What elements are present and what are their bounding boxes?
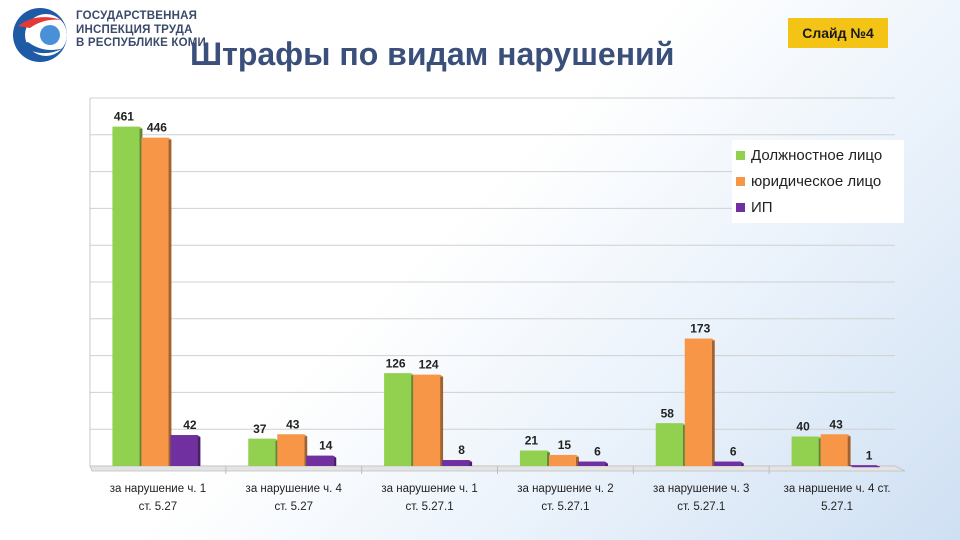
page-title: Штрафы по видам нарушений bbox=[190, 36, 675, 72]
bar bbox=[170, 435, 198, 466]
bar bbox=[248, 438, 276, 466]
bar-side bbox=[440, 374, 444, 466]
legend-label: юридическое лицо bbox=[751, 172, 882, 190]
category-label: 5.27.1 bbox=[821, 501, 853, 513]
category-label: ст. 5.27.1 bbox=[541, 501, 589, 513]
data-label: 6 bbox=[594, 445, 601, 459]
data-label: 43 bbox=[286, 417, 300, 431]
legend-swatch bbox=[736, 202, 745, 212]
bar-side bbox=[197, 435, 201, 466]
bar bbox=[548, 454, 576, 466]
logo bbox=[10, 4, 210, 64]
data-label: 21 bbox=[525, 434, 539, 448]
category-label: ст. 5.27.1 bbox=[677, 501, 725, 513]
category-label: за нарушение ч. 3 bbox=[653, 483, 749, 495]
data-label: 124 bbox=[419, 358, 439, 372]
data-label: 14 bbox=[319, 439, 333, 453]
bar bbox=[306, 455, 334, 466]
category-label: ст. 5.27 bbox=[274, 501, 313, 513]
category-label: за нарушение ч. 1 bbox=[381, 483, 477, 495]
legend-swatch bbox=[736, 151, 745, 161]
bar bbox=[684, 338, 712, 466]
data-label: 446 bbox=[147, 121, 167, 135]
bar bbox=[655, 423, 683, 466]
category-label: за нарушение ч. 1 bbox=[110, 483, 206, 495]
data-label: 42 bbox=[183, 418, 197, 432]
data-label: 37 bbox=[253, 422, 267, 436]
bar bbox=[413, 374, 441, 466]
data-label: 126 bbox=[386, 356, 406, 370]
legend-item: ИП bbox=[736, 199, 900, 216]
bar bbox=[577, 461, 605, 466]
bar-side bbox=[711, 338, 715, 466]
category-label: за наршение ч. 4 ст. bbox=[784, 483, 891, 495]
bar bbox=[713, 461, 741, 466]
logo-line: ГОСУДАРСТВЕННАЯ bbox=[76, 10, 198, 22]
bar bbox=[791, 436, 819, 466]
legend-item: Должностное лицо bbox=[736, 147, 900, 164]
logo-line: В РЕСПУБЛИКЕ КОМИ bbox=[76, 37, 206, 49]
logo-line: ИНСПЕКЦИЯ ТРУДА bbox=[76, 23, 193, 36]
data-label: 15 bbox=[558, 438, 572, 452]
legend-item: юридическое лицо bbox=[736, 173, 900, 190]
bar bbox=[849, 465, 877, 467]
logo-emblem-icon bbox=[13, 8, 67, 62]
category-label: ст. 5.27 bbox=[139, 501, 178, 513]
data-label: 58 bbox=[661, 406, 675, 420]
slide-number-badge: Слайд №4 bbox=[788, 18, 888, 48]
category-label: за нарушение ч. 4 bbox=[246, 483, 343, 495]
bar bbox=[141, 137, 169, 466]
category-label: ст. 5.27.1 bbox=[406, 501, 454, 513]
bar bbox=[442, 460, 470, 466]
legend-label: Должностное лицо bbox=[751, 147, 883, 165]
category-label: за нарушение ч. 2 bbox=[517, 483, 613, 495]
data-label: 8 bbox=[458, 443, 465, 457]
bar bbox=[277, 434, 305, 466]
bar-side bbox=[847, 434, 851, 466]
chart-legend: Должностное лицо юридическое лицо ИП bbox=[732, 140, 904, 223]
bar-side bbox=[168, 137, 172, 466]
bar bbox=[384, 373, 412, 466]
bar bbox=[112, 126, 140, 466]
data-label: 461 bbox=[114, 110, 134, 124]
logo-text: ГОСУДАРСТВЕННАЯ ИНСПЕКЦИЯ ТРУДА В РЕСПУБ… bbox=[76, 10, 206, 51]
data-label: 43 bbox=[829, 417, 843, 431]
legend-swatch bbox=[736, 176, 745, 186]
bar-side bbox=[333, 455, 337, 466]
data-label: 6 bbox=[730, 445, 737, 459]
bar bbox=[519, 450, 547, 466]
legend-label: ИП bbox=[751, 198, 773, 216]
bar bbox=[820, 434, 848, 466]
data-label: 1 bbox=[866, 448, 873, 462]
data-label: 40 bbox=[796, 420, 810, 434]
data-label: 173 bbox=[690, 322, 710, 336]
